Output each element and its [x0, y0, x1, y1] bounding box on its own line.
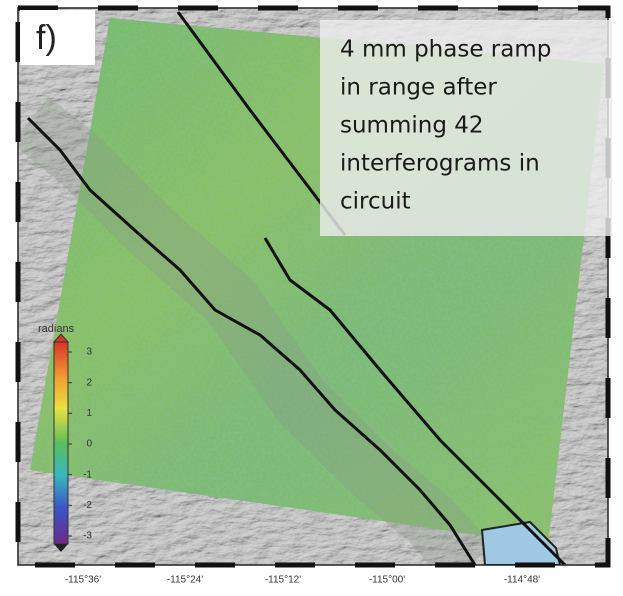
x-axis-label: -115°00' [369, 575, 405, 586]
x-axis-labels: -115°36' -115°24' -115°12' -115°00' -114°48' [65, 575, 540, 586]
annotation-line: interferograms in [340, 151, 540, 177]
annotation-line: in range after [340, 75, 497, 101]
colorbar-tick-label: 0 [86, 439, 92, 450]
annotation-line: summing 42 [340, 113, 484, 139]
panel-label: f) [36, 19, 57, 57]
annotation-line: 4 mm phase ramp [340, 37, 551, 63]
colorbar-title: radians [38, 323, 75, 335]
colorbar-tick-label: 2 [86, 377, 92, 388]
map-figure: f) 4 mm phase ramp in range after summing … [0, 0, 623, 591]
colorbar-tick-label: -1 [83, 469, 92, 480]
colorbar-tick-label: -3 [83, 531, 92, 542]
x-axis-label: -115°24' [167, 575, 203, 586]
colorbar-tick-label: 1 [86, 408, 92, 419]
colorbar [54, 342, 68, 544]
panel-label-box [20, 10, 95, 65]
x-axis-label: -115°12' [265, 575, 301, 586]
annotation-line: circuit [340, 189, 411, 215]
colorbar-tick-label: -2 [83, 500, 92, 511]
colorbar-tick-label: 3 [86, 347, 92, 358]
x-axis-label: -114°48' [504, 575, 540, 586]
x-axis-label: -115°36' [65, 575, 101, 586]
